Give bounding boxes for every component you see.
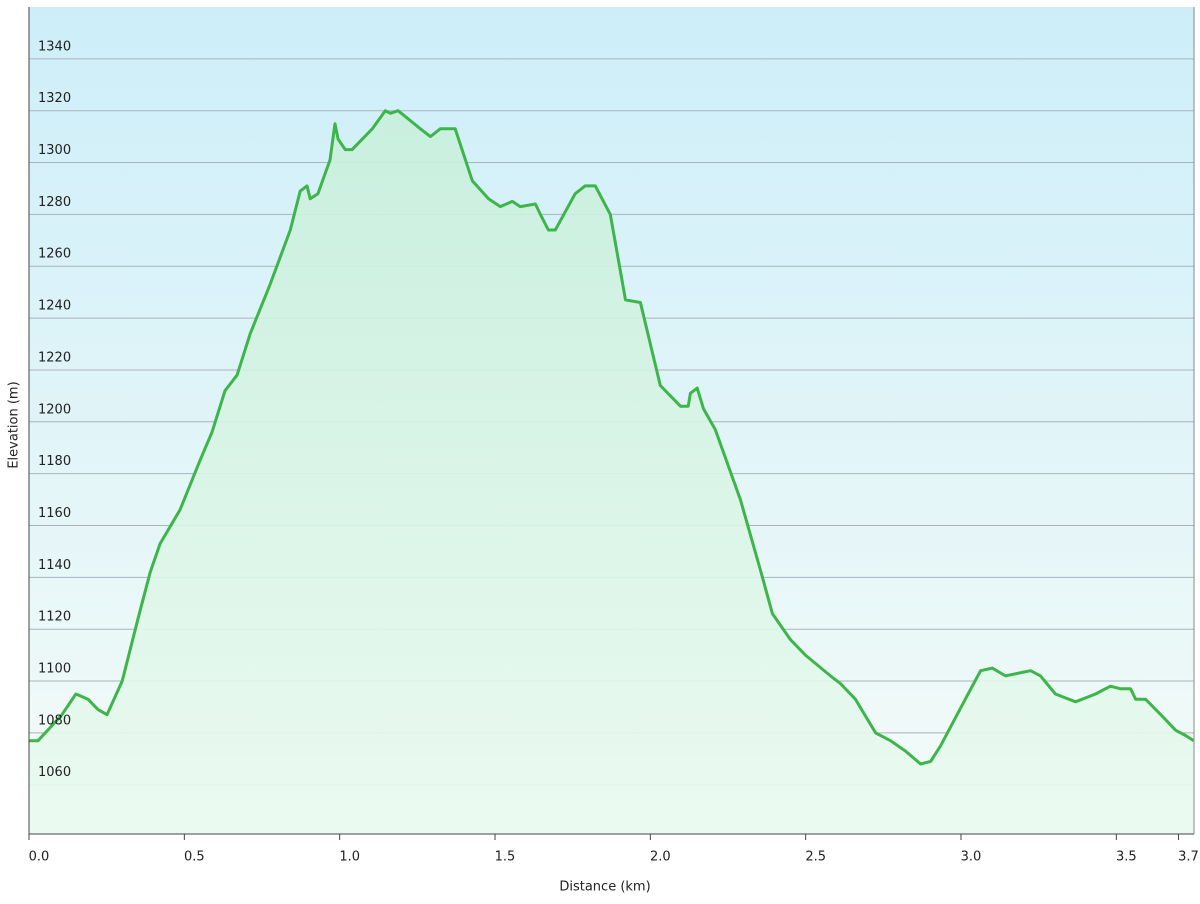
x-axis-title: Distance (km) (559, 880, 650, 895)
y-tick-label: 1080 (38, 713, 71, 728)
x-tick-label: 1.5 (495, 850, 516, 865)
x-tick-label: 0.0 (29, 850, 50, 865)
x-tick-label: 1.0 (339, 850, 360, 865)
x-tick-label: 2.5 (805, 850, 826, 865)
y-tick-label: 1240 (38, 299, 71, 314)
x-tick-label: 0.5 (184, 850, 205, 865)
y-tick-label: 1200 (38, 402, 71, 417)
marks (29, 109, 1195, 834)
x-tick-label: 2.0 (650, 850, 671, 865)
y-tick-label: 1180 (38, 454, 71, 469)
y-tick-label: 1320 (38, 91, 71, 106)
x-tick-label: 3.5 (1116, 850, 1137, 865)
y-tick-label: 1140 (38, 558, 71, 573)
y-tick-label: 1100 (38, 662, 71, 677)
y-tick-label: 1280 (38, 195, 71, 210)
y-tick-label: 1340 (38, 39, 71, 54)
y-tick-label: 1060 (38, 765, 71, 780)
y-tick-label: 1120 (38, 610, 71, 625)
elevation-line (29, 109, 1195, 766)
y-tick-label: 1160 (38, 506, 71, 521)
y-axis-title: Elevation (m) (7, 381, 22, 468)
elevation-area (29, 110, 1194, 834)
y-tick-label: 1220 (38, 350, 71, 365)
x-tick-label: 3.0 (961, 850, 982, 865)
x-tick-label: 3.7 (1178, 850, 1199, 865)
y-tick-label: 1260 (38, 247, 71, 262)
y-tick-label: 1300 (38, 143, 71, 158)
